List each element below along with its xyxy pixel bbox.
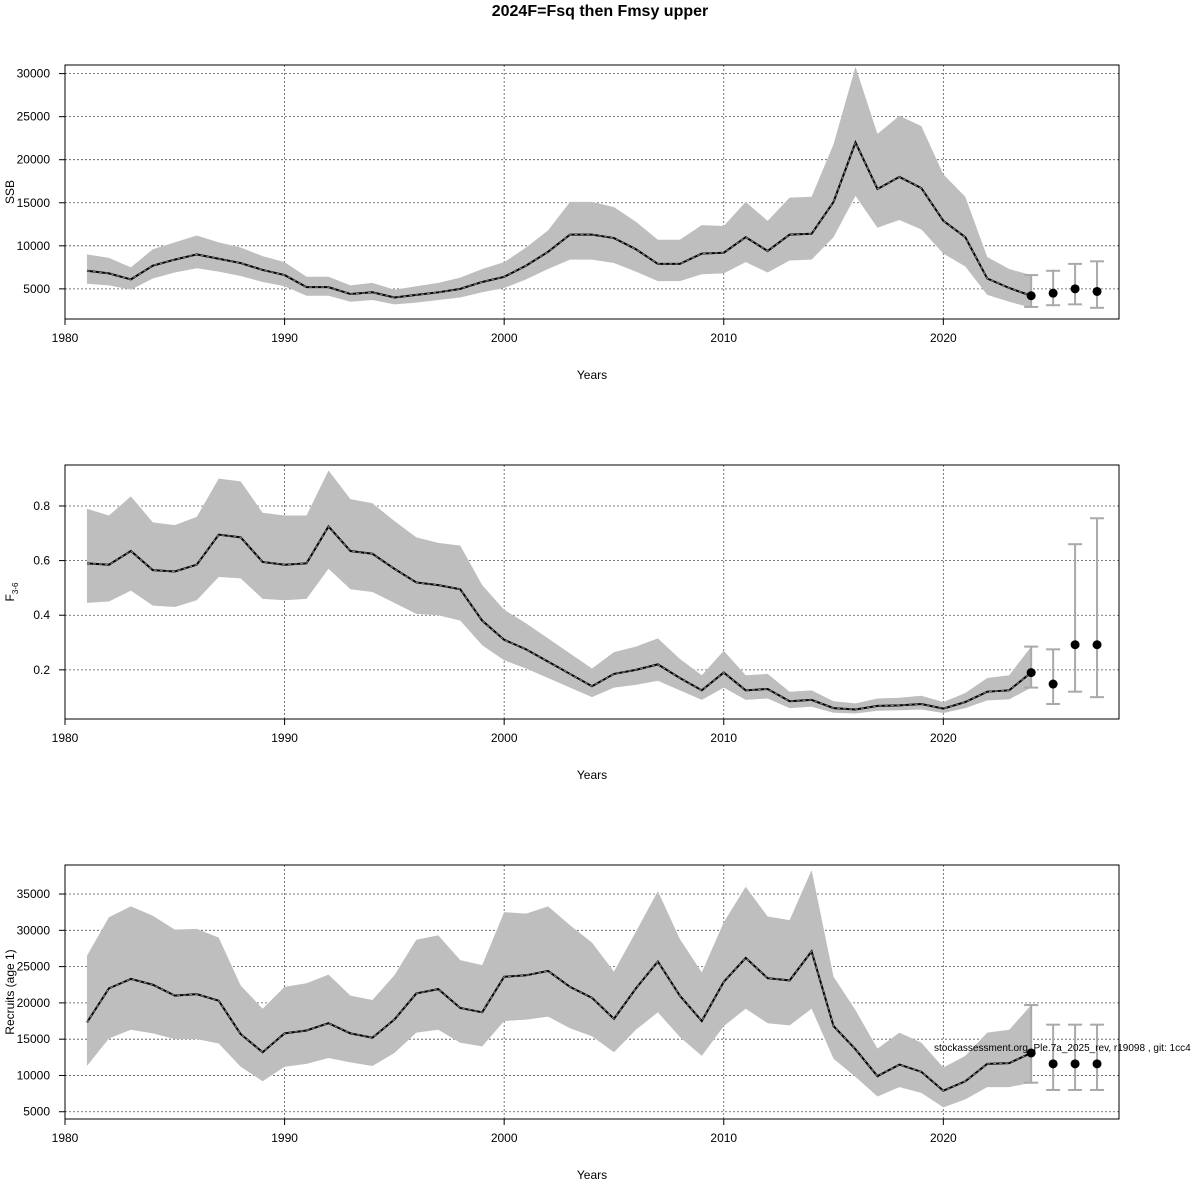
recruits-y-tick-label-15000: 15000 (17, 1032, 51, 1046)
f-y-axis-label-main: F (3, 594, 17, 601)
f-y-tick-label-0.6: 0.6 (33, 554, 50, 568)
ssb-x-tick-label-2010: 2010 (710, 331, 737, 345)
f-confidence-band (86, 470, 1032, 714)
ssb-y-tick-label-25000: 25000 (17, 110, 51, 124)
figure-title: 2024F=Fsq then Fmsy upper (492, 3, 709, 20)
recruits-x-axis-label: Years (577, 1168, 607, 1182)
ssb-x-tick-label-2000: 2000 (491, 331, 518, 345)
recruits-y-tick-label-20000: 20000 (17, 996, 51, 1010)
f-y-tick-label-0.8: 0.8 (33, 499, 50, 513)
recruits-forecast-errorbar-2027 (1090, 1023, 1105, 1091)
recruits-forecast-errorbar-2025 (1046, 1023, 1061, 1091)
ssb-forecast-point-2024 (1026, 291, 1036, 301)
f-panel: Years F3-6 1980 1990 2000 2010 2020 0.2 0.4 0.6… (3, 464, 1120, 782)
f-y-axis-label-sub: 3-6 (11, 582, 20, 594)
ssb-x-axis-label: Years (577, 368, 607, 382)
recruits-y-tick-label-35000: 35000 (17, 887, 51, 901)
recruits-confidence-band (86, 870, 1032, 1108)
f-estimate-line-dash (86, 525, 1032, 710)
ssb-y-tick-label-20000: 20000 (17, 153, 51, 167)
recruits-y-tick-label-5000: 5000 (23, 1105, 50, 1119)
ssb-forecast-errorbar-2026 (1068, 262, 1083, 306)
recruits-forecast-point-2024 (1026, 1048, 1036, 1058)
recruits-x-tick-label-2000: 2000 (491, 1131, 518, 1145)
ssb-estimate-line-dash (86, 141, 1032, 298)
ssb-forecast-errorbar-2025 (1046, 269, 1061, 307)
f-x-tick-label-2020: 2020 (930, 731, 957, 745)
recruits-y-tick-label-30000: 30000 (17, 923, 51, 937)
ssb-y-tick-label-5000: 5000 (23, 282, 50, 296)
ssb-y-axis-label: SSB (3, 180, 17, 204)
f-x-tick-label-1980: 1980 (52, 731, 79, 745)
ssb-forecast-point-2025 (1048, 288, 1058, 298)
ssb-forecast-errorbar-2027 (1090, 260, 1105, 309)
recruits-forecast-point-2026 (1070, 1059, 1080, 1069)
ssb-forecast-point-2026 (1070, 284, 1080, 294)
ssb-y-tick-label-15000: 15000 (17, 196, 51, 210)
recruits-panel: Years Recruits (age 1) 1980 1990 2000 2010 2… (3, 864, 1120, 1182)
f-forecast-point-2024 (1026, 668, 1036, 678)
recruits-x-tick-label-1990: 1990 (271, 1131, 298, 1145)
recruits-forecast-errorbar-2026 (1068, 1023, 1083, 1091)
f-plot-frame (64, 464, 1120, 720)
f-y-tick-label-0.4: 0.4 (33, 608, 50, 622)
ssb-x-tick-label-2020: 2020 (930, 331, 957, 345)
ssb-forecast-errorbar-2024 (1024, 274, 1039, 308)
ssb-panel: Years SSB 1980 1990 2000 2010 2020 5000 10000 1… (3, 64, 1120, 382)
f-y-tick-label-0.2: 0.2 (33, 663, 50, 677)
recruits-y-tick-label-10000: 10000 (17, 1068, 51, 1082)
recruits-y-tick-label-25000: 25000 (17, 960, 51, 974)
f-forecast-point-2025 (1048, 679, 1058, 689)
f-x-tick-label-1990: 1990 (271, 731, 298, 745)
f-forecast-errorbar-2025 (1046, 648, 1061, 705)
ssb-x-tick-label-1990: 1990 (271, 331, 298, 345)
recruits-y-axis-label: Recruits (age 1) (3, 949, 17, 1034)
ssb-x-tick-label-1980: 1980 (52, 331, 79, 345)
recruits-forecast-errorbar-2024 (1024, 1004, 1039, 1084)
recruits-x-tick-label-1980: 1980 (52, 1131, 79, 1145)
ssb-confidence-band (86, 66, 1032, 308)
footnote: stockassessment.org, Ple.7a_2025_rev, r1… (934, 1043, 1191, 1054)
recruits-x-tick-label-2010: 2010 (710, 1131, 737, 1145)
recruits-x-tick-label-2020: 2020 (930, 1131, 957, 1145)
f-x-tick-label-2010: 2010 (710, 731, 737, 745)
f-forecast-point-2026 (1070, 640, 1080, 650)
f-forecast-errorbar-2024 (1024, 645, 1039, 689)
ssb-forecast-point-2027 (1092, 286, 1102, 296)
f-x-axis-label: Years (577, 768, 607, 782)
ssb-y-tick-label-30000: 30000 (17, 67, 51, 81)
ssb-plot-frame (64, 64, 1120, 320)
f-y-axis-label: F3-6 (3, 582, 20, 601)
f-forecast-point-2027 (1092, 640, 1102, 650)
f-forecast-errorbar-2026 (1068, 543, 1083, 693)
recruits-plot-frame (64, 864, 1120, 1120)
recruits-forecast-point-2025 (1048, 1059, 1058, 1069)
recruits-forecast-point-2027 (1092, 1059, 1102, 1069)
f-forecast-errorbar-2027 (1090, 517, 1105, 699)
f-x-tick-label-2000: 2000 (491, 731, 518, 745)
recruits-estimate-line (86, 949, 1032, 1092)
ssb-y-tick-label-10000: 10000 (17, 239, 51, 253)
